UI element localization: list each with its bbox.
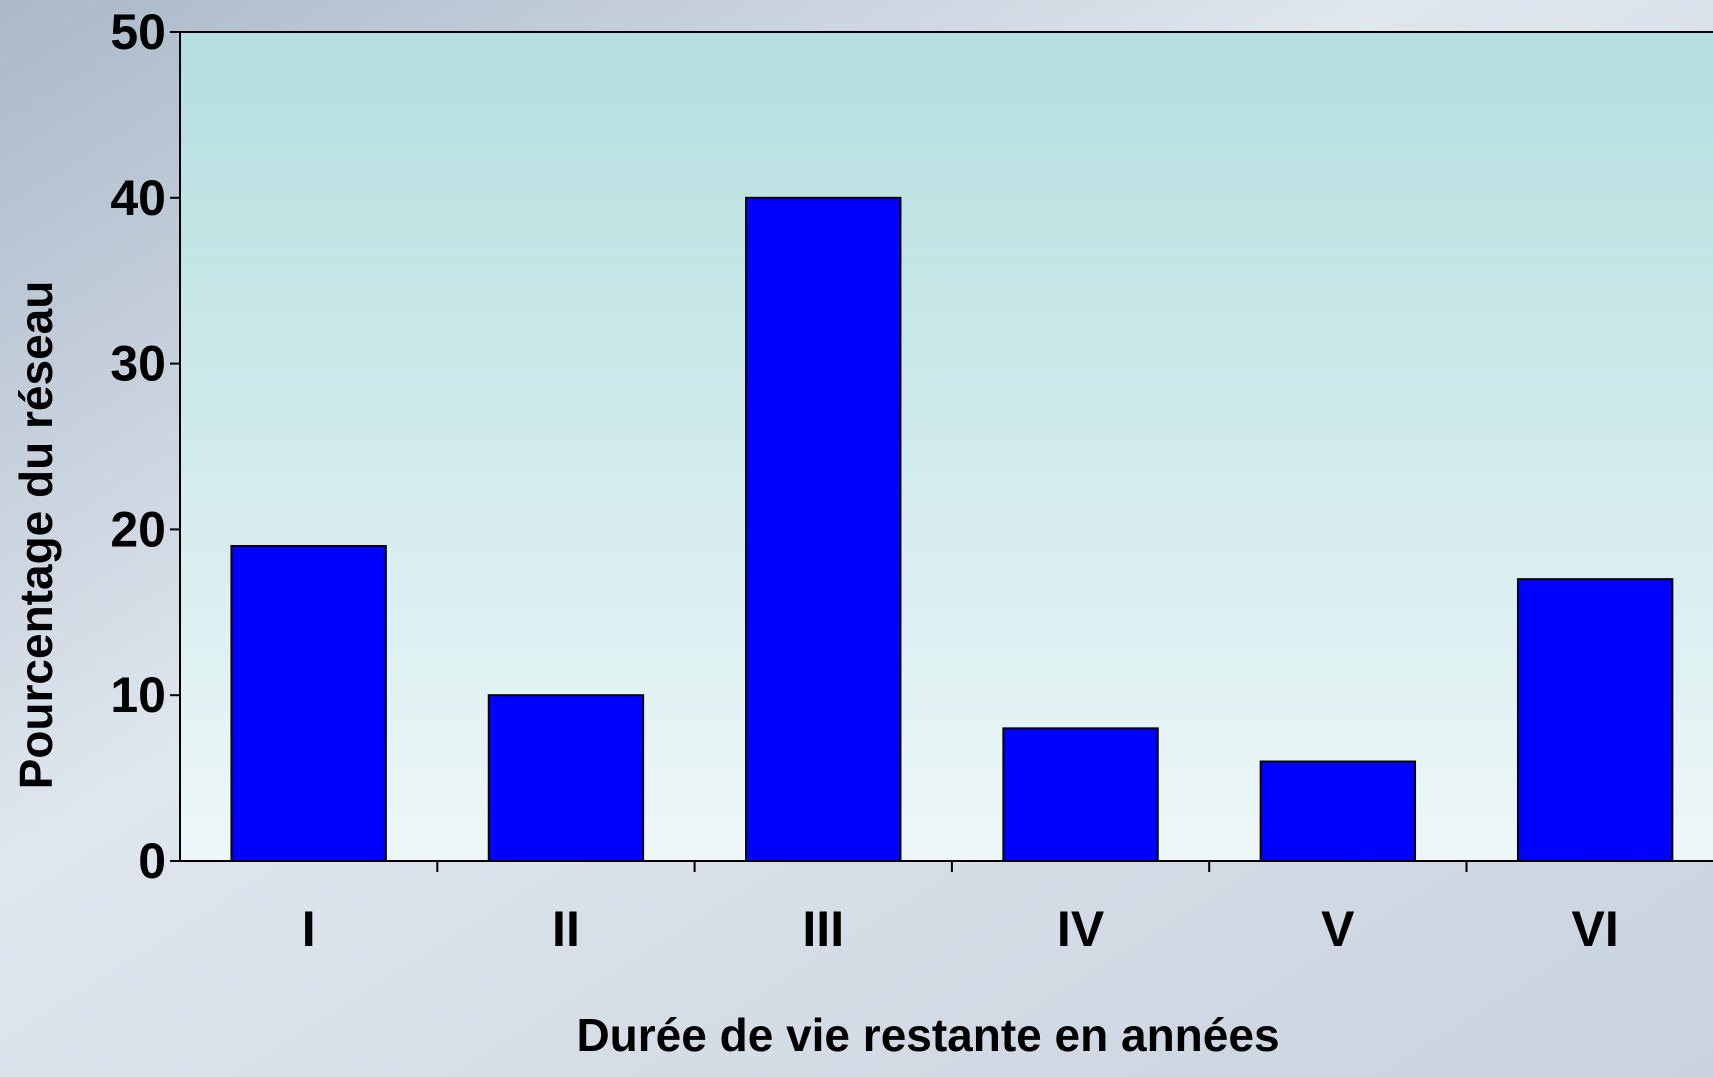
y-tick-label: 40 (110, 170, 166, 226)
bar (1259, 760, 1417, 863)
y-tick-label: 0 (138, 833, 166, 889)
bar (745, 196, 902, 863)
x-tick-label: II (552, 901, 580, 957)
x-tick-label: III (802, 901, 844, 957)
x-axis-title: Durée de vie restante en années (576, 1009, 1279, 1061)
y-tick-label: 20 (110, 501, 166, 557)
bar (1002, 727, 1159, 862)
y-axis-title: Pourcentage du réseau (10, 281, 62, 790)
y-tick-label: 30 (110, 336, 166, 392)
bar (1516, 578, 1674, 862)
bar (487, 694, 645, 863)
x-tick-label: IV (1057, 901, 1105, 957)
x-tick-label: V (1321, 901, 1355, 957)
x-tick-label: VI (1572, 901, 1619, 957)
bar (230, 544, 387, 862)
y-tick-label: 10 (110, 667, 166, 723)
x-tick-label: I (302, 901, 316, 957)
plot-area (180, 32, 1713, 861)
y-tick-label: 50 (110, 4, 166, 60)
